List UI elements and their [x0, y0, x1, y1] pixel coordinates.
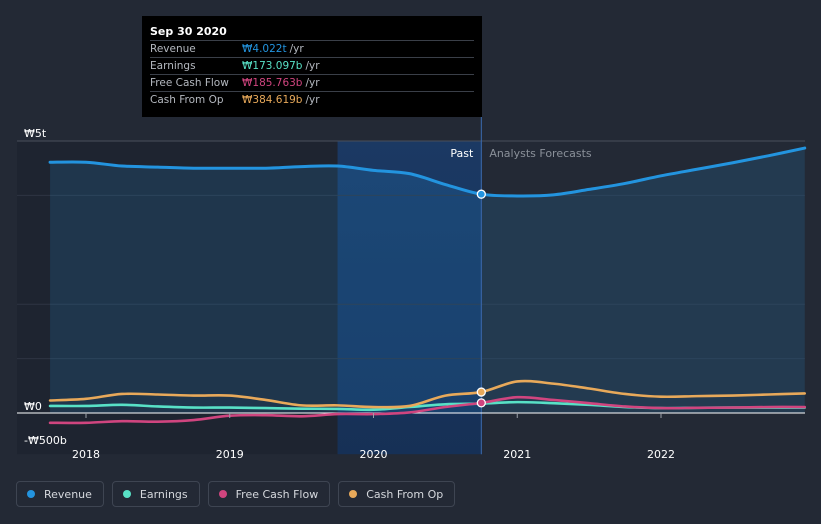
legend-dot-icon: [27, 490, 35, 498]
legend-label: Free Cash Flow: [235, 487, 319, 501]
tooltip-date: Sep 30 2020: [150, 25, 227, 38]
series-line-revenue: [48, 146, 807, 198]
series-lines: [48, 146, 807, 425]
revenue-area-fill: [50, 148, 805, 413]
marker-cash-from-op: [476, 387, 486, 397]
tooltip-value: ₩384.619b: [242, 94, 303, 106]
legend-item-free-cash-flow[interactable]: Free Cash Flow: [207, 481, 331, 507]
tooltip: Sep 30 2020 Revenue ₩4.022t /yr Earnings…: [142, 16, 482, 117]
y-axis-labels: ₩5t ₩0 -₩500b: [24, 127, 67, 447]
tooltip-value: ₩173.097b: [242, 60, 303, 72]
y-tick-label: -₩500b: [24, 434, 67, 447]
y-tick-label: ₩5t: [24, 127, 47, 140]
tooltip-value: ₩185.763b: [242, 77, 303, 89]
legend-dot-icon: [349, 490, 358, 498]
tooltip-label: Earnings: [150, 60, 196, 72]
legend-dot-icon: [122, 490, 131, 498]
tooltip-value: ₩4.022t: [242, 43, 287, 55]
tooltip-row-cash-from-op: Cash From Op ₩384.619b /yr: [150, 91, 474, 108]
revenue-area: [50, 148, 805, 413]
legend-item-cash-from-op[interactable]: Cash From Op: [338, 481, 456, 507]
legend-label: Cash From Op: [366, 487, 444, 501]
tooltip-label: Revenue: [150, 43, 196, 55]
tooltip-unit: /yr: [305, 94, 320, 106]
tooltip-unit: /yr: [289, 43, 304, 55]
x-tick-label: 2022: [647, 448, 675, 461]
legend: Revenue Earnings Free Cash Flow Cash Fro…: [16, 481, 456, 507]
series-line-cash-from-op: [48, 379, 807, 409]
tooltip-row-free-cash-flow: Free Cash Flow ₩185.763b /yr: [150, 74, 474, 91]
x-tick-label: 2018: [72, 448, 100, 461]
tooltip-label: Free Cash Flow: [150, 77, 229, 89]
series-line-free-cash-flow: [48, 395, 807, 425]
marker-free-cash-flow: [476, 398, 486, 408]
x-tick-label: 2019: [216, 448, 244, 461]
analysts-forecasts-label: Analysts Forecasts: [489, 147, 592, 160]
x-axis-labels: 2018 2019 2020 2021 2022: [72, 413, 675, 461]
legend-item-earnings[interactable]: Earnings: [111, 481, 200, 507]
legend-label: Revenue: [44, 487, 92, 501]
gridlines: [17, 140, 805, 360]
x-tick-label: 2020: [360, 448, 388, 461]
marker-revenue: [476, 189, 486, 199]
hover-markers: [476, 189, 486, 408]
tooltip-row-revenue: Revenue ₩4.022t /yr: [150, 40, 474, 57]
legend-item-revenue[interactable]: Revenue: [16, 481, 104, 507]
tooltip-unit: /yr: [305, 60, 320, 72]
y-tick-label: ₩0: [24, 400, 42, 413]
x-tick-label: 2021: [503, 448, 531, 461]
highlight-region: [337, 141, 482, 455]
legend-label: Earnings: [139, 487, 188, 501]
tooltip-label: Cash From Op: [150, 94, 224, 106]
tooltip-row-earnings: Earnings ₩173.097b /yr: [150, 57, 474, 74]
tooltip-unit: /yr: [305, 77, 320, 89]
past-label: Past: [450, 147, 474, 160]
legend-dot-icon: [218, 490, 227, 498]
